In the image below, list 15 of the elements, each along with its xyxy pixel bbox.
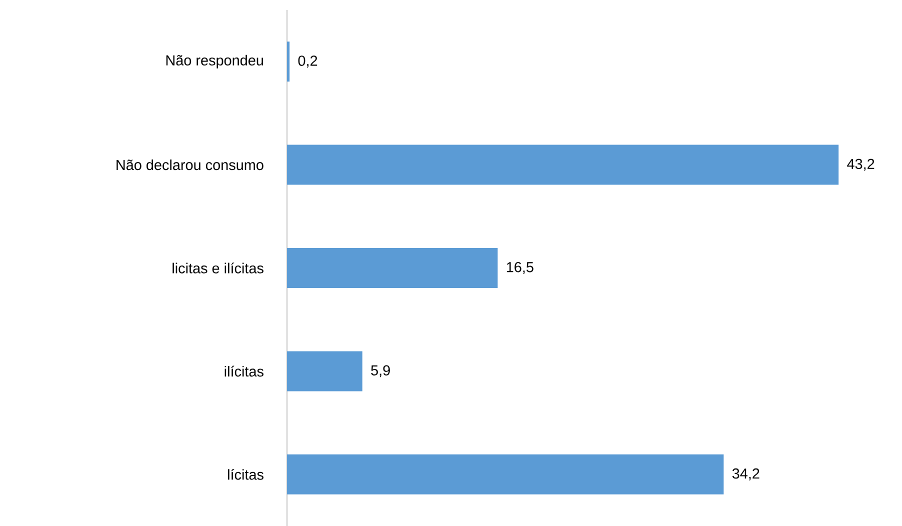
data-label: 43,2 xyxy=(847,158,874,171)
bar xyxy=(287,42,290,82)
data-label: 5,9 xyxy=(371,365,390,378)
data-label: 16,5 xyxy=(506,262,534,274)
data-label: 34,2 xyxy=(732,468,760,480)
y-tick-label: licitas e ilícitas xyxy=(172,262,264,274)
bar xyxy=(287,351,362,392)
bar xyxy=(287,248,498,288)
y-tick-label: Não respondeu xyxy=(166,54,263,68)
bar xyxy=(287,144,839,185)
bar xyxy=(287,454,724,494)
y-tick-label: ilícitas xyxy=(224,366,264,377)
y-tick-label: Não declarou consumo xyxy=(116,159,264,170)
data-label: 0,2 xyxy=(298,56,318,68)
y-tick-label: lícitas xyxy=(228,469,264,480)
